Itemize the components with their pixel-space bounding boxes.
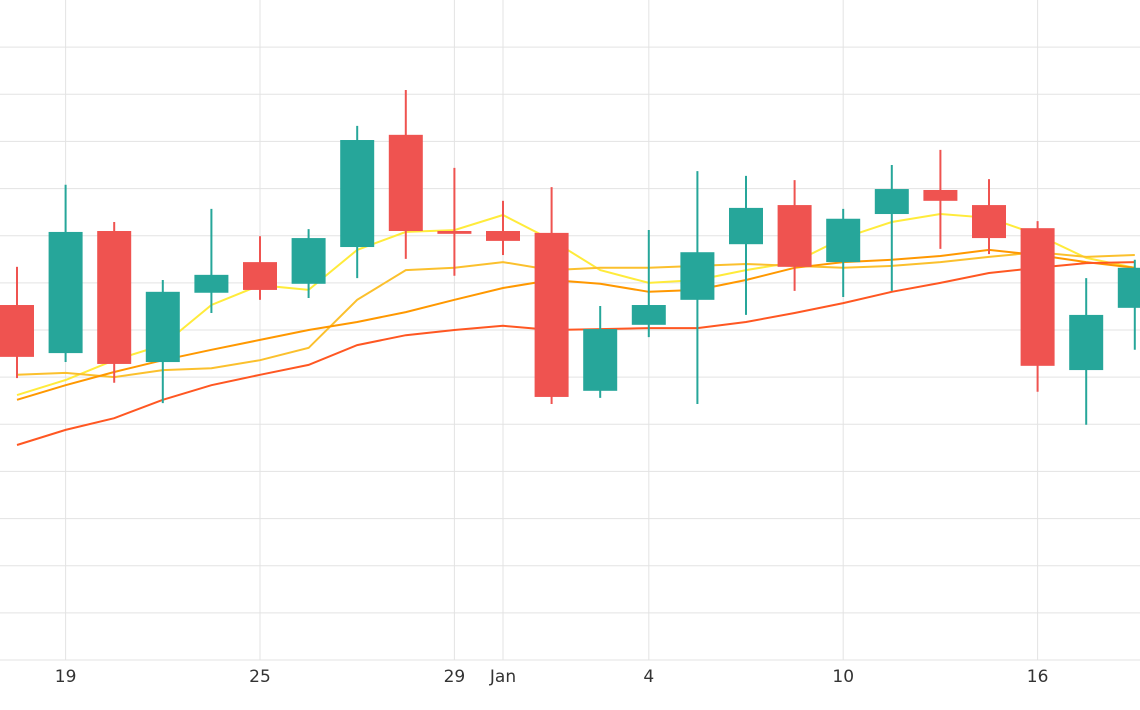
candle-body (826, 218, 861, 263)
moving-average-line (16, 212, 1135, 397)
x-tick-label: 25 (249, 667, 271, 687)
candle-body (972, 205, 1006, 239)
x-tick-label: 10 (832, 667, 854, 687)
candle-body (631, 305, 666, 325)
candle-body (1117, 267, 1140, 308)
moving-average-line (16, 261, 1135, 446)
candle-body (874, 189, 909, 215)
candle-body (194, 274, 229, 293)
candle-body (0, 305, 34, 357)
candle-body (291, 238, 326, 284)
candle-body (340, 140, 375, 248)
candle-body (583, 329, 618, 391)
x-tick-label: 19 (55, 667, 77, 687)
candle-body (923, 189, 958, 201)
candle-body (729, 207, 763, 245)
x-tick-label: 4 (643, 667, 654, 687)
candle-body (534, 232, 569, 397)
candle-body (243, 262, 277, 290)
candle-body (680, 252, 715, 300)
candle-body (1069, 314, 1104, 371)
candle-body (437, 231, 472, 234)
candle-body (486, 231, 520, 241)
x-tick-label: 29 (444, 667, 466, 687)
moving-average-line (16, 248, 1135, 401)
candle-body (777, 205, 812, 267)
x-tick-label: 16 (1027, 667, 1049, 687)
candle-body (48, 231, 83, 354)
candle-body (97, 231, 132, 364)
candle-body (1020, 228, 1055, 366)
moving-average-line (16, 251, 1135, 379)
candle-body (388, 134, 423, 231)
x-tick-label: Jan (489, 667, 516, 687)
candle-body (145, 291, 180, 363)
